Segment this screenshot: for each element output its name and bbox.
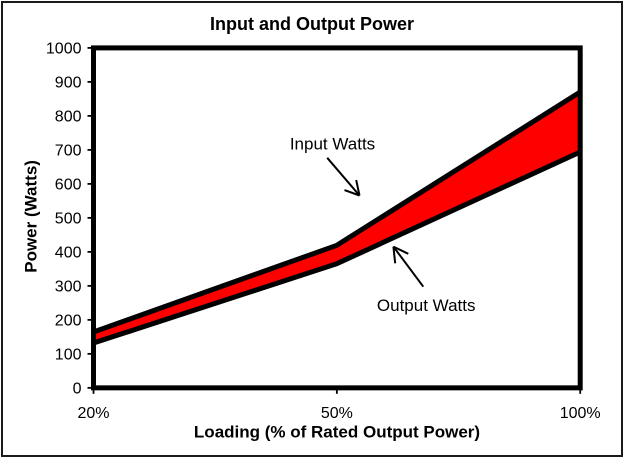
svg-text:50%: 50%	[321, 405, 353, 422]
svg-text:Output Watts: Output Watts	[377, 296, 476, 315]
svg-text:800: 800	[55, 109, 82, 126]
svg-text:600: 600	[55, 177, 82, 194]
svg-text:Loading (% of Rated Output Pow: Loading (% of Rated Output Power)	[194, 423, 480, 442]
svg-text:0: 0	[73, 381, 82, 398]
svg-text:20%: 20%	[77, 405, 109, 422]
svg-text:200: 200	[55, 313, 82, 330]
svg-text:400: 400	[55, 245, 82, 262]
svg-text:1000: 1000	[46, 41, 82, 58]
svg-text:100%: 100%	[560, 405, 601, 422]
svg-text:Input Watts: Input Watts	[290, 135, 375, 154]
svg-text:900: 900	[55, 75, 82, 92]
svg-text:Power (Watts): Power (Watts)	[21, 160, 40, 273]
svg-text:Input and Output Power: Input and Output Power	[210, 14, 414, 34]
svg-text:500: 500	[55, 211, 82, 228]
svg-text:300: 300	[55, 279, 82, 296]
svg-text:100: 100	[55, 347, 82, 364]
svg-text:700: 700	[55, 143, 82, 160]
